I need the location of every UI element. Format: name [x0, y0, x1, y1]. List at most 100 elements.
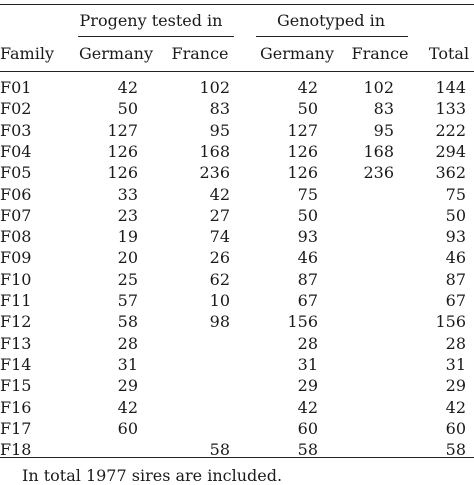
total-cell: 46 [445, 248, 466, 268]
progeny-germany-cell: 29 [117, 376, 138, 396]
progeny-france-cell: 58 [209, 440, 230, 460]
genotyped-germany-cell: 29 [297, 376, 318, 396]
progeny-france-cell: 42 [209, 184, 230, 204]
genotyped-france-cell: 95 [373, 120, 394, 140]
column-header-progeny-france: France [171, 44, 229, 63]
total-cell: 87 [445, 269, 466, 289]
family-cell: F06 [0, 184, 32, 204]
family-cell: F09 [0, 248, 32, 268]
total-cell: 58 [445, 440, 466, 460]
genotyped-germany-cell: 31 [297, 354, 318, 374]
family-cell: F04 [0, 141, 32, 161]
progeny-germany-cell: 127 [107, 120, 138, 140]
genotyped-group-header: Genotyped in [276, 11, 386, 30]
genotyped-germany-cell: 126 [287, 163, 318, 183]
genotyped-france-cell: 102 [363, 78, 394, 97]
header-rule [0, 71, 474, 72]
genotyped-germany-cell: 58 [297, 440, 318, 460]
progeny-germany-cell: 57 [117, 291, 138, 310]
progeny-germany-cell: 33 [117, 184, 138, 204]
genotyped-germany-cell: 93 [297, 227, 318, 247]
genotyped-germany-cell: 127 [287, 120, 318, 140]
family-cell: F10 [0, 269, 32, 289]
family-cell: F08 [0, 227, 32, 247]
progeny-france-cell: 168 [199, 141, 230, 161]
family-cell: F05 [0, 163, 32, 183]
progeny-france-cell: 98 [209, 312, 230, 332]
progeny-germany-cell: 28 [117, 333, 138, 353]
total-cell: 362 [435, 163, 466, 183]
total-cell: 156 [435, 312, 466, 332]
total-cell: 222 [435, 120, 466, 140]
progeny-germany-cell: 126 [107, 163, 138, 183]
progeny-france-cell: 102 [199, 78, 230, 97]
family-cell: F12 [0, 312, 32, 332]
progeny-germany-cell: 42 [117, 397, 138, 417]
total-cell: 42 [445, 397, 466, 417]
total-cell: 67 [445, 291, 466, 310]
progeny-germany-cell: 23 [117, 205, 138, 225]
genotyped-germany-cell: 60 [297, 418, 318, 438]
bottom-rule [0, 457, 474, 458]
family-cell: F13 [0, 333, 32, 353]
total-cell: 29 [445, 376, 466, 396]
progeny-germany-cell: 126 [107, 141, 138, 161]
total-cell: 31 [445, 354, 466, 374]
progeny-france-cell: 236 [199, 163, 230, 183]
genotyped-france-cell: 168 [363, 141, 394, 161]
progeny-germany-cell: 19 [117, 227, 138, 247]
genotyped-subrule [256, 36, 408, 37]
column-header-total: Total [428, 44, 470, 63]
genotyped-germany-cell: 50 [297, 99, 318, 119]
progeny-france-cell: 27 [209, 205, 230, 225]
genotyped-germany-cell: 67 [297, 291, 318, 310]
progeny-group-header: Progeny tested in [79, 11, 223, 30]
family-cell: F14 [0, 354, 32, 374]
progeny-germany-cell: 25 [117, 269, 138, 289]
genotyped-germany-cell: 75 [297, 184, 318, 204]
total-cell: 144 [435, 78, 466, 97]
table-footnote: In total 1977 sires are included. [22, 466, 283, 485]
column-header-genotyped-germany: Germany [260, 44, 334, 63]
genotyped-germany-cell: 126 [287, 141, 318, 161]
top-rule [0, 4, 474, 5]
genotyped-germany-cell: 50 [297, 205, 318, 225]
total-cell: 294 [435, 141, 466, 161]
column-header-progeny-germany: Germany [79, 44, 153, 63]
total-cell: 50 [445, 205, 466, 225]
family-cell: F07 [0, 205, 32, 225]
progeny-france-cell: 83 [209, 99, 230, 119]
genotyped-germany-cell: 87 [297, 269, 318, 289]
genotyped-france-cell: 236 [363, 163, 394, 183]
column-header-genotyped-france: France [351, 44, 409, 63]
progeny-germany-cell: 20 [117, 248, 138, 268]
total-cell: 60 [445, 418, 466, 438]
progeny-germany-cell: 60 [117, 418, 138, 438]
progeny-france-cell: 26 [209, 248, 230, 268]
progeny-germany-cell: 58 [117, 312, 138, 332]
progeny-germany-cell: 42 [117, 78, 138, 97]
progeny-france-cell: 10 [209, 291, 230, 310]
total-cell: 93 [445, 227, 466, 247]
family-cell: F16 [0, 397, 32, 417]
column-header-family: Family [0, 44, 54, 63]
family-cell: F11 [0, 291, 32, 310]
total-cell: 75 [445, 184, 466, 204]
genotyped-france-cell: 83 [373, 99, 394, 119]
progeny-germany-cell: 31 [117, 354, 138, 374]
progeny-france-cell: 95 [209, 120, 230, 140]
family-cell: F02 [0, 99, 32, 119]
genotyped-germany-cell: 42 [297, 397, 318, 417]
genotyped-germany-cell: 156 [287, 312, 318, 332]
progeny-france-cell: 74 [209, 227, 230, 247]
total-cell: 28 [445, 333, 466, 353]
family-cell: F18 [0, 440, 32, 460]
genotyped-germany-cell: 28 [297, 333, 318, 353]
genotyped-germany-cell: 42 [297, 78, 318, 97]
progeny-france-cell: 62 [209, 269, 230, 289]
total-cell: 133 [435, 99, 466, 119]
family-cell: F03 [0, 120, 32, 140]
family-cell: F15 [0, 376, 32, 396]
family-cell: F01 [0, 78, 32, 97]
progeny-subrule [78, 36, 234, 37]
